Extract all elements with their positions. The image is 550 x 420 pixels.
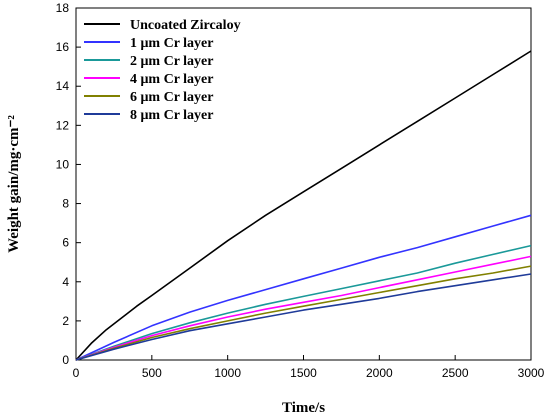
legend-label-0: Uncoated Zircaloy xyxy=(130,18,241,33)
x-tick-label: 2000 xyxy=(366,366,393,380)
series-line-1 xyxy=(75,214,532,361)
y-tick-label: 4 xyxy=(62,275,69,289)
y-tick-label: 10 xyxy=(56,157,70,171)
y-tick-label: 18 xyxy=(56,1,70,15)
x-tick-label: 500 xyxy=(142,366,162,380)
y-tick-label: 12 xyxy=(56,118,70,132)
legend: Uncoated Zircaloy 1 μm Cr layer 2 μm Cr la… xyxy=(84,18,241,123)
y-tick-label: 0 xyxy=(62,353,69,367)
x-axis-title: Time/s xyxy=(282,400,325,416)
x-tick-label: 1500 xyxy=(290,366,317,380)
series-line-3 xyxy=(75,255,532,361)
y-tick-label: 2 xyxy=(62,314,69,328)
legend-label-5: 8 μm Cr layer xyxy=(130,108,214,123)
series-line-0 xyxy=(75,50,532,361)
y-tick-label: 8 xyxy=(62,197,69,211)
y-tick-label: 6 xyxy=(62,236,69,250)
plot-area: 0 500 1000 1500 2000 2500 3000024681012141618 … xyxy=(56,1,545,380)
x-tick-label: 2500 xyxy=(442,366,469,380)
series-line-4 xyxy=(75,265,532,361)
x-tick-label: 1000 xyxy=(214,366,241,380)
y-axis-title: Weight gain/mg·cm⁻² xyxy=(6,115,22,253)
legend-label-3: 4 μm Cr layer xyxy=(130,72,214,87)
y-tick-label: 16 xyxy=(56,40,70,54)
legend-label-1: 1 μm Cr layer xyxy=(130,36,214,51)
x-tick-label: 0 xyxy=(73,366,80,380)
series-line-2 xyxy=(75,244,532,361)
series-line-5 xyxy=(75,273,532,361)
series-lines xyxy=(75,50,532,361)
axis-ticks: 0 500 1000 1500 2000 2500 3000 0 2 4 6 8 10 12 14 16 18 xyxy=(56,1,545,380)
legend-label-2: 2 μm Cr layer xyxy=(130,54,214,69)
legend-label-4: 6 μm Cr layer xyxy=(130,90,214,105)
x-tick-label: 3000 xyxy=(518,366,545,380)
y-tick-label: 14 xyxy=(56,79,70,93)
